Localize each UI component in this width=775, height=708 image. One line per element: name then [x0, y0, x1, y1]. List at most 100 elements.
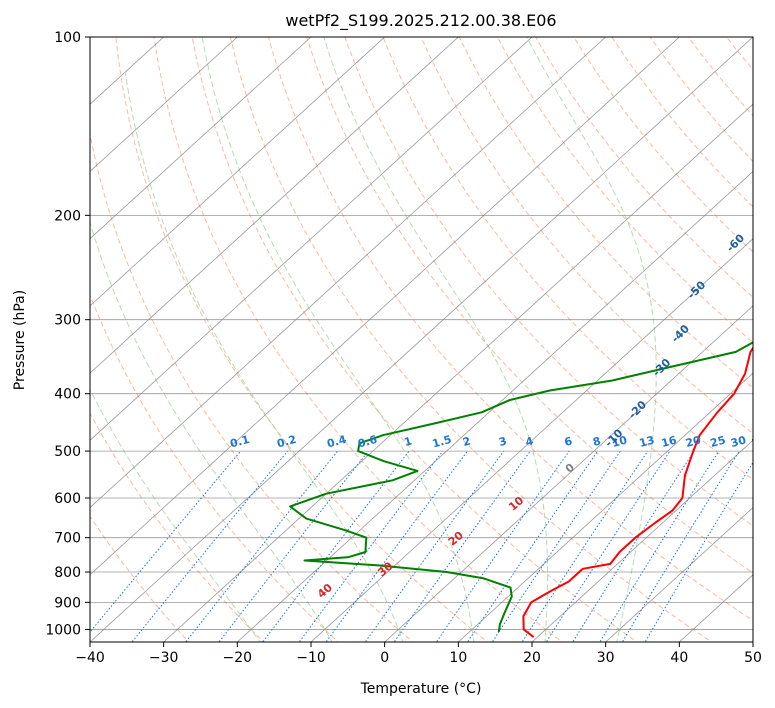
y-tick-label: 400	[54, 387, 81, 403]
mixing-ratio-label: 36	[750, 433, 768, 450]
x-axis-ticks: −40 −30 −20 −10 0 10 20 30 40 50	[75, 642, 762, 666]
y-tick-label: 800	[54, 565, 81, 581]
isotherm-line	[384, 305, 753, 642]
mixing-ratio-label: 30	[729, 433, 747, 450]
x-tick-label: 40	[670, 650, 688, 666]
moist-adiabats	[90, 37, 657, 642]
dry-adiabat-line	[267, 37, 753, 622]
mixing-ratio-line	[393, 450, 531, 642]
moist-adiabat-line	[526, 37, 657, 642]
isotherm-line	[90, 37, 533, 441]
dry-adiabat-line	[754, 24, 775, 645]
chart-title: wetPf2_S199.2025.212.00.38.E06	[285, 11, 556, 31]
x-tick-label: 20	[523, 650, 541, 666]
mixing-ratio-label: 0.6	[356, 433, 379, 451]
isotherm-line	[458, 372, 753, 642]
mixing-ratio-label: 8	[591, 434, 602, 449]
moist-adiabat-line	[90, 220, 333, 642]
mixing-ratio-label: 0.2	[276, 433, 298, 451]
dry-adiabat-line	[344, 37, 753, 527]
isotherm-line	[605, 507, 753, 642]
mixing-ratio-label: 0.4	[326, 433, 349, 451]
mixing-ratio-label: 16	[660, 433, 678, 450]
x-tick-label: 50	[744, 650, 762, 666]
y-tick-label: 100	[54, 30, 81, 46]
mixing-ratio-label: 6	[563, 434, 574, 449]
y-tick-label: 1000	[45, 622, 81, 638]
mixing-ratio-line	[435, 450, 570, 642]
mixing-ratio-line	[185, 450, 338, 642]
sounding-series	[289, 341, 753, 638]
isotherm-line	[90, 37, 753, 642]
y-axis-ticks: 100 200 300 400 500 600 700 800 900 1000	[45, 30, 90, 638]
moist-adiabat-line	[90, 388, 261, 642]
isotherm-line	[90, 37, 459, 374]
mixing-ratio-label: 1.5	[431, 433, 453, 451]
dry-adiabat-line	[535, 37, 753, 298]
x-tick-label: −40	[75, 650, 105, 666]
x-axis-title: Temperature (°C)	[360, 681, 482, 697]
mixing-ratio-line	[621, 450, 740, 642]
dry-adiabat-line	[153, 37, 564, 642]
mixing-ratio-line	[491, 450, 621, 642]
mixing-ratio-label: 4	[524, 434, 535, 449]
isotherm-line	[310, 238, 753, 642]
mixing-ratio-line	[90, 450, 242, 633]
mixing-ratio-lines	[90, 450, 753, 642]
mixing-ratio-line	[644, 461, 753, 642]
mixing-ratio-label: 3	[497, 434, 508, 449]
isotherm-line	[237, 170, 753, 642]
isotherm-line	[531, 439, 753, 642]
y-tick-label: 200	[54, 208, 81, 224]
y-tick-label: 300	[54, 313, 81, 329]
y-axis-title: Pressure (hPa)	[12, 290, 28, 390]
mixing-ratio-line	[325, 450, 468, 642]
isotherm-line	[90, 37, 385, 307]
isotherm-line	[163, 103, 753, 642]
plot-area: 0.10.20.40.611.52346810131620253036-100-…	[90, 24, 775, 645]
x-tick-label: −10	[296, 650, 326, 666]
mixing-ratio-label: 13	[638, 433, 656, 450]
dry-adiabat-line	[458, 37, 753, 389]
mixing-ratio-line	[466, 450, 599, 642]
mixing-ratio-label: 10	[610, 433, 628, 450]
dewpoint-profile-line	[289, 341, 753, 633]
temperature-profile-line	[522, 346, 753, 638]
theta-e-label: -70	[758, 177, 775, 200]
x-tick-label: 10	[449, 650, 467, 666]
dry-adiabat-line	[382, 37, 753, 481]
x-tick-label: 30	[597, 650, 615, 666]
y-tick-label: 600	[54, 491, 81, 507]
mixing-ratio-line	[599, 450, 720, 642]
isotherm-gridlines	[90, 37, 753, 642]
x-tick-label: −30	[149, 650, 179, 666]
isotherm-line	[90, 37, 238, 172]
mixing-ratio-label: 1	[403, 434, 414, 449]
dry-adiabat-line	[90, 293, 339, 642]
dry-adiabat-line	[306, 37, 753, 574]
isotherm-line	[752, 641, 753, 642]
mixing-ratio-label: 0.1	[229, 433, 251, 451]
mixing-ratio-label: 25	[709, 433, 727, 450]
mixing-ratio-line	[298, 450, 444, 642]
moist-adiabat-line	[323, 37, 548, 642]
mixing-ratio-line	[218, 450, 369, 642]
dry-adiabat-line	[420, 37, 753, 435]
moist-adiabat-line	[201, 37, 475, 642]
y-tick-label: 500	[54, 444, 81, 460]
dry-adiabat-line	[90, 131, 414, 642]
y-tick-label: 900	[54, 595, 81, 611]
mixing-ratio-label: 2	[461, 434, 472, 449]
isotherm-line	[90, 37, 606, 509]
isotherm-line	[90, 37, 680, 576]
plot-frame	[89, 36, 754, 643]
mixing-ratio-line	[364, 450, 505, 642]
isotherm-line	[90, 37, 312, 240]
mixing-ratio-label: 20	[684, 433, 702, 450]
moist-adiabat-line	[125, 72, 404, 642]
mixing-ratio-line	[521, 450, 649, 642]
x-tick-label: 0	[380, 650, 389, 666]
y-tick-label: 700	[54, 531, 81, 547]
dry-adiabat-line	[191, 37, 638, 642]
